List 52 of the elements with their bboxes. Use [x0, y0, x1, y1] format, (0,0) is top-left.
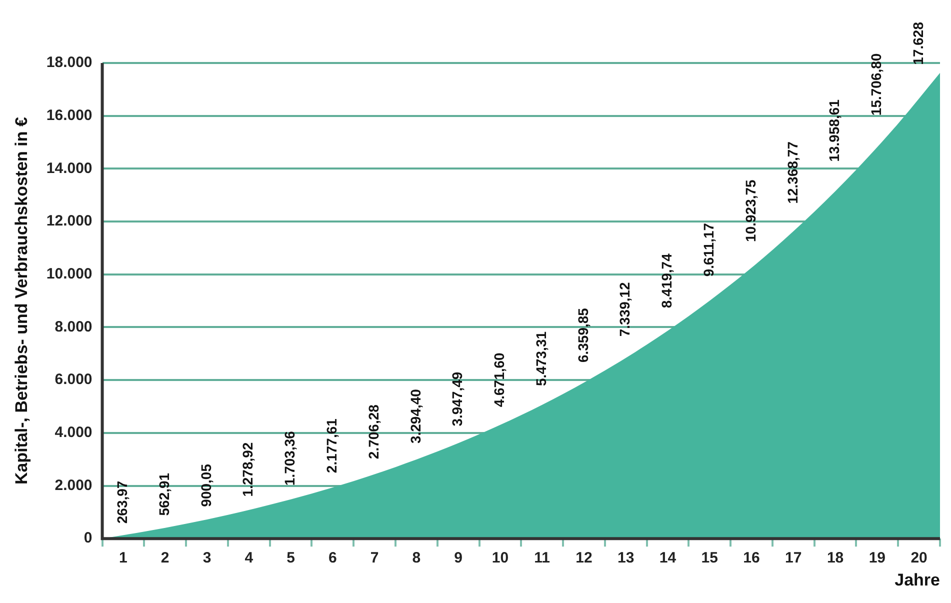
- data-label: 2.177,61: [324, 418, 340, 474]
- y-tick-label: 16.000: [46, 106, 92, 124]
- x-tick-label: 6: [328, 550, 337, 567]
- data-label: 2.706,28: [365, 404, 382, 460]
- x-tick-label: 16: [743, 550, 760, 567]
- x-tick-label: 8: [412, 550, 421, 567]
- data-label: 3.947,49: [449, 372, 466, 426]
- x-tick-label: 11: [534, 550, 550, 567]
- y-tick-label: 10.000: [46, 266, 92, 283]
- data-label: 3.294,40: [407, 388, 424, 444]
- x-tick-label: 1: [119, 550, 128, 567]
- data-label: 263,97: [114, 480, 130, 524]
- x-tick-label: 2: [160, 550, 170, 567]
- x-tick-label: 5: [286, 550, 295, 567]
- data-label: 13.958,61: [826, 99, 842, 162]
- x-tick-label: 19: [868, 550, 886, 567]
- data-label: 17.628: [910, 22, 926, 65]
- y-tick-label: 6.000: [54, 371, 92, 388]
- x-tick-label: 9: [454, 550, 462, 567]
- data-label: 8.419,74: [658, 253, 675, 308]
- y-tick-label: 2.000: [54, 476, 92, 494]
- x-tick-label: 20: [910, 550, 928, 567]
- data-label: 9.611,17: [700, 222, 716, 277]
- y-tick-label: 12.000: [46, 212, 92, 230]
- data-label: 900,05: [198, 464, 214, 507]
- x-tick-label: 14: [659, 550, 677, 567]
- y-tick-label: 0: [84, 530, 92, 547]
- data-label: 1.278,92: [240, 442, 256, 497]
- data-label: 6.359,85: [574, 308, 591, 363]
- data-label: 7.339,12: [616, 282, 633, 337]
- data-label: 1.703,36: [282, 430, 298, 486]
- x-tick-label: 17: [785, 550, 802, 567]
- x-tick-label: 12: [576, 550, 592, 567]
- x-tick-label: 10: [492, 550, 509, 567]
- data-label: 5.473,31: [532, 331, 549, 386]
- x-tick-label: 3: [202, 550, 212, 567]
- y-tick-label: 4.000: [54, 424, 92, 442]
- data-label: 4.671,60: [491, 352, 508, 408]
- data-label: 12.368,77: [784, 141, 800, 204]
- x-tick-label: 18: [826, 550, 844, 567]
- data-label: 10.923,75: [742, 179, 758, 242]
- y-tick-label: 18.000: [46, 54, 92, 72]
- x-tick-label: 4: [244, 550, 254, 567]
- x-tick-label: 15: [701, 550, 718, 567]
- y-axis-title: Kapital-, Betriebs- und Verbrauchskosten in €: [12, 116, 31, 485]
- y-tick-label: 14.000: [46, 160, 92, 177]
- data-label: 562,91: [156, 472, 172, 516]
- data-label: 15.706,80: [868, 53, 884, 116]
- x-axis-title: Jahre: [894, 570, 940, 590]
- x-tick-label: 7: [370, 550, 379, 567]
- x-tick-label: 13: [618, 550, 634, 567]
- y-tick-label: 8.000: [54, 318, 92, 336]
